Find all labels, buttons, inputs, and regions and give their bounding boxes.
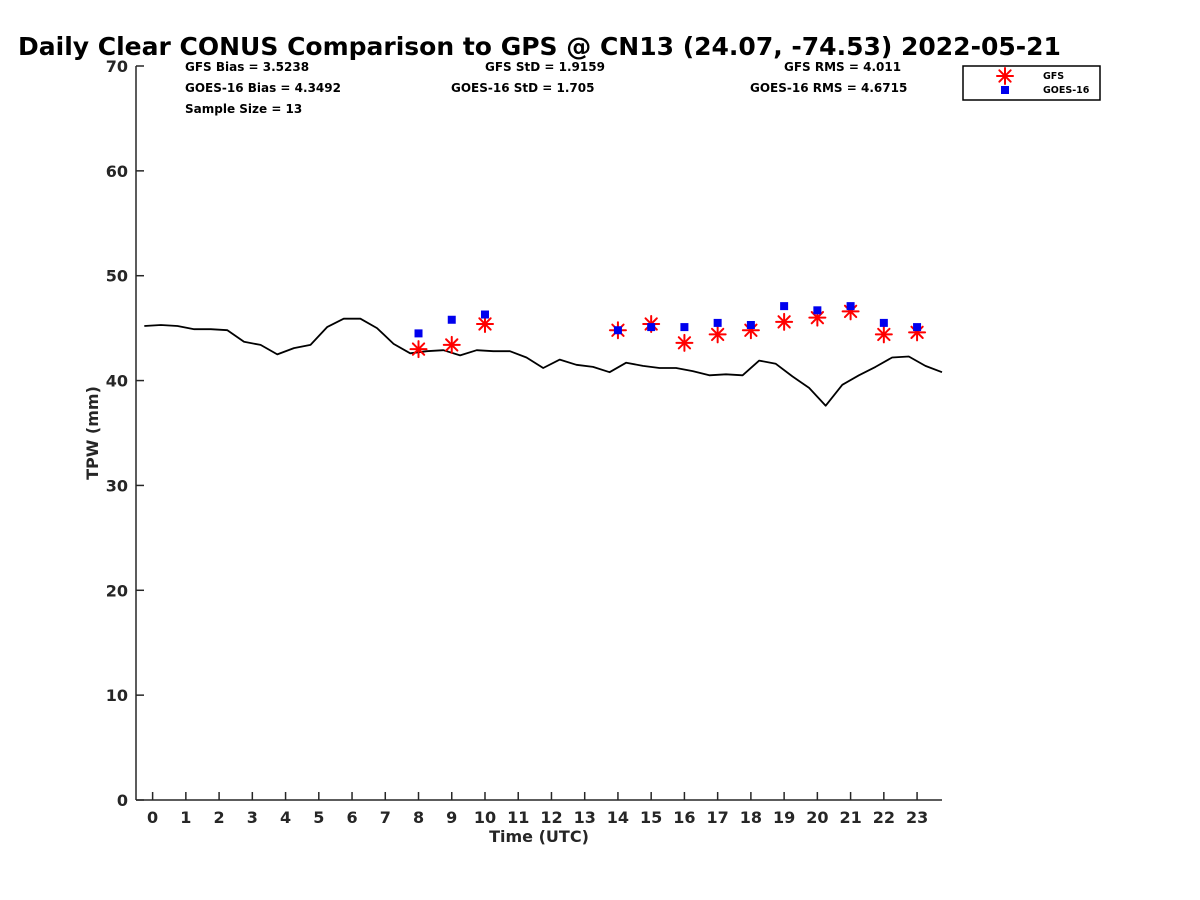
- goes-point: [613, 326, 622, 335]
- stat-gfs-std: GFS StD = 1.9159: [485, 60, 605, 74]
- x-tick-label: 14: [607, 808, 629, 827]
- x-tick-label: 4: [280, 808, 291, 827]
- x-tick-label: 11: [507, 808, 529, 827]
- stat-goes-std: GOES-16 StD = 1.705: [451, 81, 594, 95]
- gfs-point: [409, 340, 428, 359]
- legend: GFS GOES-16: [962, 65, 1101, 101]
- stat-goes-bias: GOES-16 Bias = 4.3492: [185, 81, 341, 95]
- x-tick-label: 2: [214, 808, 225, 827]
- x-tick-label: 0: [147, 808, 158, 827]
- stat-sample-size: Sample Size = 13: [185, 102, 302, 116]
- chart-title: Daily Clear CONUS Comparison to GPS @ CN…: [18, 32, 1061, 61]
- stat-gfs-rms: GFS RMS = 4.011: [784, 60, 901, 74]
- legend-goes-label: GOES-16: [1043, 85, 1090, 96]
- y-tick-label: 40: [106, 372, 128, 391]
- gfs-point: [675, 333, 694, 352]
- gfs-point: [775, 312, 794, 331]
- x-tick-label: 20: [806, 808, 828, 827]
- stat-goes-rms: GOES-16 RMS = 4.6715: [750, 81, 907, 95]
- goes-point: [813, 306, 822, 315]
- goes-point: [780, 302, 789, 311]
- x-tick-label: 22: [873, 808, 895, 827]
- x-tick-label: 19: [773, 808, 795, 827]
- stats-block: GFS Bias = 3.5238 GFS StD = 1.9159 GFS R…: [185, 60, 907, 116]
- x-tick-label: 21: [839, 808, 861, 827]
- x-tick-label: 7: [380, 808, 391, 827]
- gfs-point: [874, 325, 893, 344]
- legend-gfs-label: GFS: [1043, 71, 1064, 82]
- y-tick-label: 60: [106, 162, 128, 181]
- x-tick-label: 1: [180, 808, 191, 827]
- x-tick-label: 9: [446, 808, 457, 827]
- goes-point: [680, 323, 689, 332]
- x-tick-label: 18: [740, 808, 762, 827]
- x-tick-label: 3: [247, 808, 258, 827]
- y-tick-label: 0: [117, 791, 128, 810]
- x-tick-label: 16: [673, 808, 695, 827]
- x-tick-label: 17: [707, 808, 729, 827]
- legend-gfs-marker: [996, 67, 1014, 85]
- gfs-point: [442, 335, 461, 354]
- gfs-legend-asterisk: [996, 67, 1014, 85]
- gfs-point: [708, 325, 727, 344]
- x-tick-label: 10: [474, 808, 496, 827]
- stat-gfs-bias: GFS Bias = 3.5238: [185, 60, 309, 74]
- goes-point: [414, 329, 423, 338]
- x-tick-label: 12: [540, 808, 562, 827]
- goes-point: [647, 323, 656, 332]
- goes-legend-square: [1001, 86, 1009, 94]
- x-tick-label: 13: [574, 808, 596, 827]
- y-tick-label: 50: [106, 267, 128, 286]
- x-tick-label: 5: [313, 808, 324, 827]
- y-tick-label: 10: [106, 686, 128, 705]
- gps-line: [144, 317, 943, 407]
- x-tick-label: 23: [906, 808, 928, 827]
- gfs-point: [475, 314, 494, 333]
- x-axis-label: Time (UTC): [489, 827, 589, 846]
- goes-point: [447, 315, 456, 324]
- y-tick-label: 70: [106, 57, 128, 76]
- goes-point: [913, 323, 922, 332]
- legend-box: [962, 65, 1101, 101]
- goes-point: [713, 318, 722, 327]
- x-tick-label: 6: [346, 808, 357, 827]
- legend-goes-marker: [1001, 86, 1009, 94]
- y-tick-label: 20: [106, 581, 128, 600]
- x-tick-label: 8: [413, 808, 424, 827]
- x-tick-label: 15: [640, 808, 662, 827]
- goes-point: [846, 302, 855, 311]
- goes-point: [746, 320, 755, 329]
- y-axis-label: TPW (mm): [83, 386, 102, 480]
- goes-point: [480, 310, 489, 319]
- goes-point: [879, 318, 888, 327]
- y-tick-label: 30: [106, 476, 128, 495]
